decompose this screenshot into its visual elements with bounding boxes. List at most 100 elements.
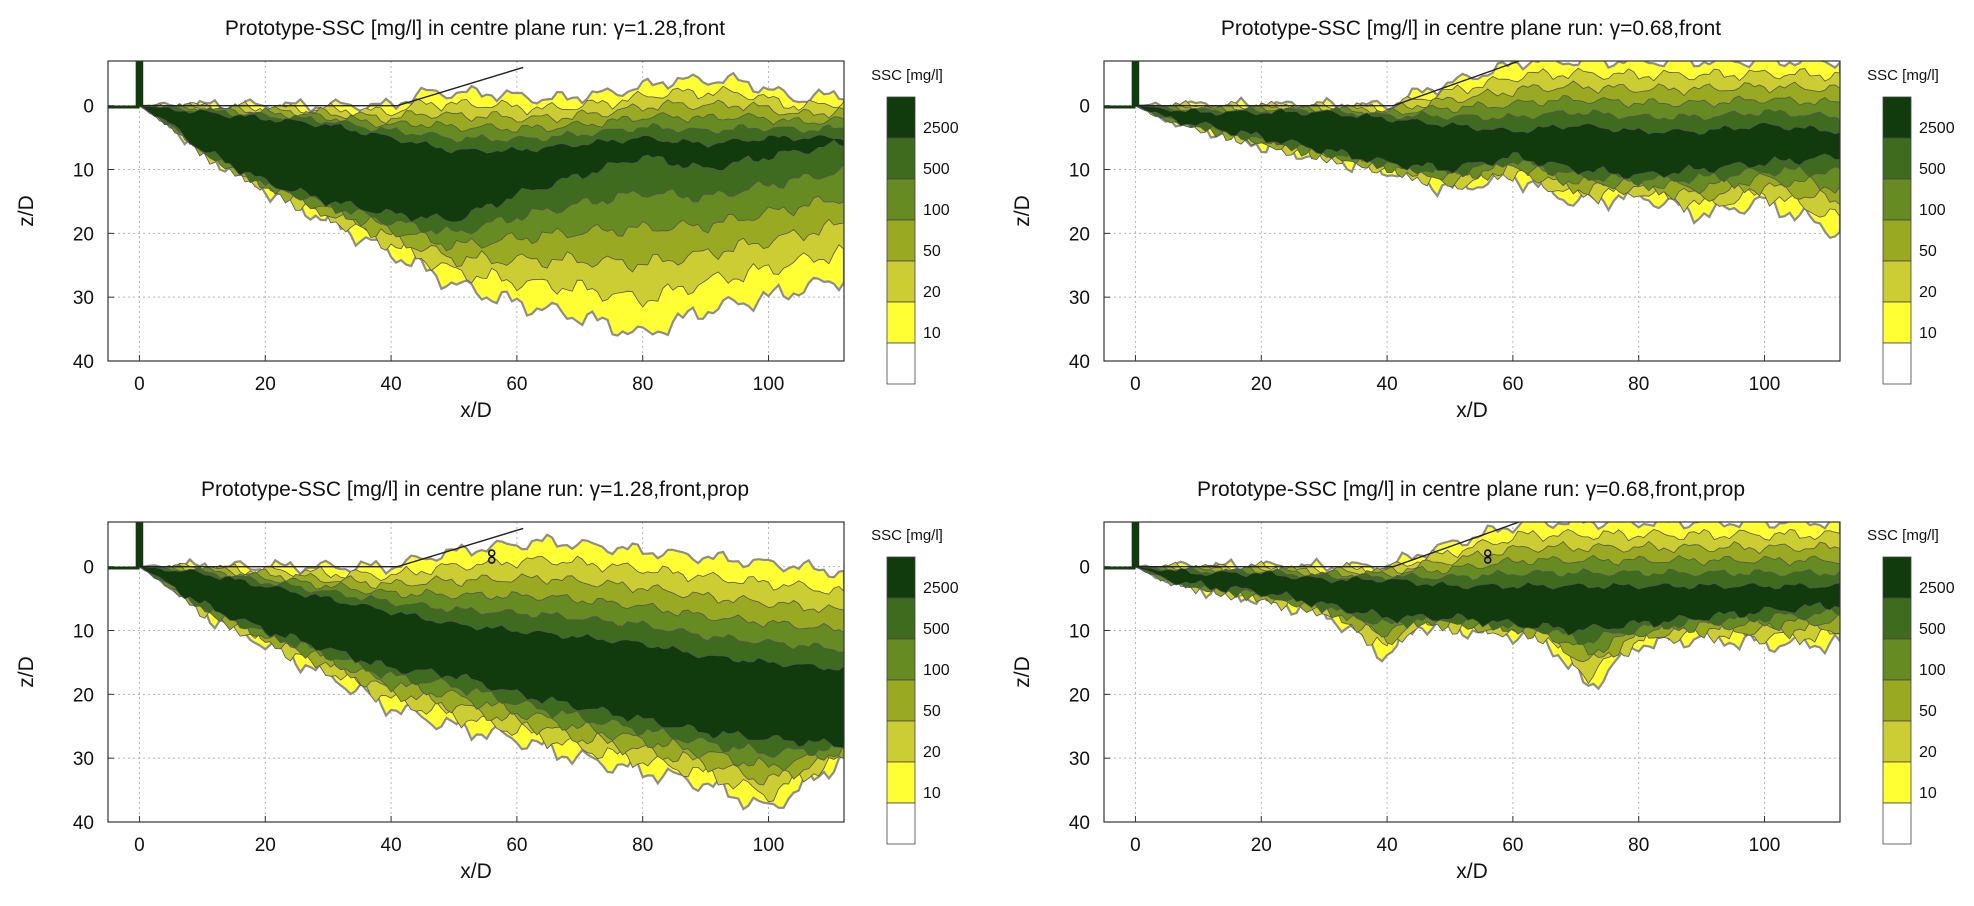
x-tick-label: 20 xyxy=(1251,374,1272,395)
ssc-band-2500 xyxy=(138,566,844,749)
x-tick-label: 60 xyxy=(1502,835,1523,856)
chart-panel-3: 0 20 40 60 80 100 0 10 20 30 40 Prototype-SSC [mg/l… xyxy=(15,478,959,883)
bed-profile-line xyxy=(139,66,524,107)
bed-profile-line xyxy=(139,527,524,568)
outfall-pipe xyxy=(1131,61,1140,106)
colorbar-swatch xyxy=(886,597,916,640)
x-tick-label: 40 xyxy=(1377,835,1398,856)
colorbar-label: 500 xyxy=(923,161,950,178)
x-tick-label: 80 xyxy=(632,835,653,856)
x-tick-label: 0 xyxy=(1130,374,1141,395)
x-tick-label: 40 xyxy=(1377,374,1398,395)
x-tick-label: 80 xyxy=(632,374,653,395)
x-axis-label: x/D xyxy=(460,399,492,422)
x-tick-label: 20 xyxy=(255,835,276,856)
colorbar-swatch xyxy=(1882,597,1912,640)
x-tick-label: 100 xyxy=(1749,374,1781,395)
x-tick-label: 40 xyxy=(381,835,402,856)
bed-profile-line xyxy=(1135,61,1520,107)
y-tick-label: 40 xyxy=(1069,813,1090,834)
x-tick-label: 0 xyxy=(134,374,145,395)
ssc-band-2500 xyxy=(1135,105,1840,180)
x-tick-label: 60 xyxy=(1502,374,1523,395)
y-tick-label: 10 xyxy=(73,622,94,643)
y-tick-label: 10 xyxy=(73,161,94,182)
chart-panel-2: 0 20 40 60 80 100 0 10 20 30 40 Prototype-SSC [mg/l… xyxy=(1011,17,1955,422)
ssc-field xyxy=(108,61,844,337)
bed-profile-line xyxy=(1135,522,1520,568)
ssc-field xyxy=(1104,522,1840,691)
x-axis-label: x/D xyxy=(1456,860,1488,883)
colorbar-swatch xyxy=(1882,761,1912,804)
chart-title: Prototype-SSC [mg/l] in centre plane run… xyxy=(225,17,725,40)
y-axis-label: z/D xyxy=(15,656,38,688)
colorbar-swatch xyxy=(1882,96,1912,139)
colorbar-swatch xyxy=(886,137,916,180)
colorbar-swatch xyxy=(886,301,916,344)
y-tick-label: 0 xyxy=(1079,97,1090,118)
x-tick-label: 100 xyxy=(1749,835,1781,856)
colorbar-label: 500 xyxy=(1919,161,1946,178)
x-tick-label: 20 xyxy=(255,374,276,395)
chart-title: Prototype-SSC [mg/l] in centre plane run… xyxy=(201,478,749,501)
y-axis-label: z/D xyxy=(1011,195,1034,227)
probe-marker xyxy=(1483,549,1492,564)
colorbar-swatch xyxy=(886,720,916,763)
y-tick-label: 10 xyxy=(1069,161,1090,182)
colorbar-swatch xyxy=(1882,679,1912,722)
colorbar-label: 20 xyxy=(1919,744,1937,761)
colorbar-swatch xyxy=(1882,301,1912,344)
colorbar-label: 100 xyxy=(1919,202,1946,219)
colorbar-swatch xyxy=(1882,342,1912,385)
plot-frame xyxy=(1103,60,1841,362)
colorbar-label: 100 xyxy=(923,202,950,219)
plot-frame xyxy=(1103,521,1841,823)
colorbar-title: SSC [mg/l] xyxy=(871,527,943,544)
x-tick-label: 0 xyxy=(1130,835,1141,856)
colorbar-label: 2500 xyxy=(1919,120,1955,137)
colorbar-swatch xyxy=(886,556,916,599)
colorbar-swatch xyxy=(886,219,916,262)
x-tick-label: 60 xyxy=(506,374,527,395)
colorbar-swatch xyxy=(1882,556,1912,599)
colorbar-label: 2500 xyxy=(1919,580,1955,597)
colorbar-swatch xyxy=(886,342,916,385)
chart-title: Prototype-SSC [mg/l] in centre plane run… xyxy=(1221,17,1721,40)
colorbar: SSC [mg/l] 10 20 50 100 500 2500 xyxy=(871,527,959,845)
colorbar-swatch xyxy=(886,260,916,303)
y-tick-label: 20 xyxy=(73,224,94,245)
colorbar-label: 100 xyxy=(923,662,950,679)
outfall-pipe xyxy=(135,61,144,106)
colorbar-label: 10 xyxy=(1919,785,1937,802)
y-tick-label: 30 xyxy=(1069,288,1090,309)
colorbar-label: 50 xyxy=(1919,243,1937,260)
y-axis-label: z/D xyxy=(1011,656,1034,688)
y-tick-label: 20 xyxy=(73,685,94,706)
outfall-pipe xyxy=(135,522,144,567)
colorbar: SSC [mg/l] 10 20 50 100 500 2500 xyxy=(1867,527,1955,845)
colorbar-label: 10 xyxy=(1919,325,1937,342)
colorbar-label: 500 xyxy=(1919,621,1946,638)
x-tick-label: 60 xyxy=(506,835,527,856)
x-axis-label: x/D xyxy=(1456,399,1488,422)
y-tick-label: 10 xyxy=(1069,622,1090,643)
plot-frame xyxy=(107,521,845,823)
colorbar-label: 2500 xyxy=(923,120,959,137)
x-tick-label: 0 xyxy=(134,835,145,856)
y-tick-label: 30 xyxy=(73,288,94,309)
y-tick-label: 0 xyxy=(1079,558,1090,579)
x-tick-label: 40 xyxy=(381,374,402,395)
y-tick-label: 30 xyxy=(1069,749,1090,770)
colorbar-swatch xyxy=(1882,219,1912,262)
colorbar-label: 500 xyxy=(923,621,950,638)
ssc-band-2500 xyxy=(1135,566,1840,636)
y-tick-label: 0 xyxy=(83,558,94,579)
colorbar: SSC [mg/l] 10 20 50 100 500 2500 xyxy=(1867,67,1955,385)
colorbar: SSC [mg/l] 10 20 50 100 500 2500 xyxy=(871,67,959,385)
x-tick-label: 100 xyxy=(753,835,785,856)
colorbar-label: 20 xyxy=(1919,284,1937,301)
x-tick-label: 20 xyxy=(1251,835,1272,856)
ssc-band-2500 xyxy=(139,105,844,223)
colorbar-swatch xyxy=(886,178,916,221)
